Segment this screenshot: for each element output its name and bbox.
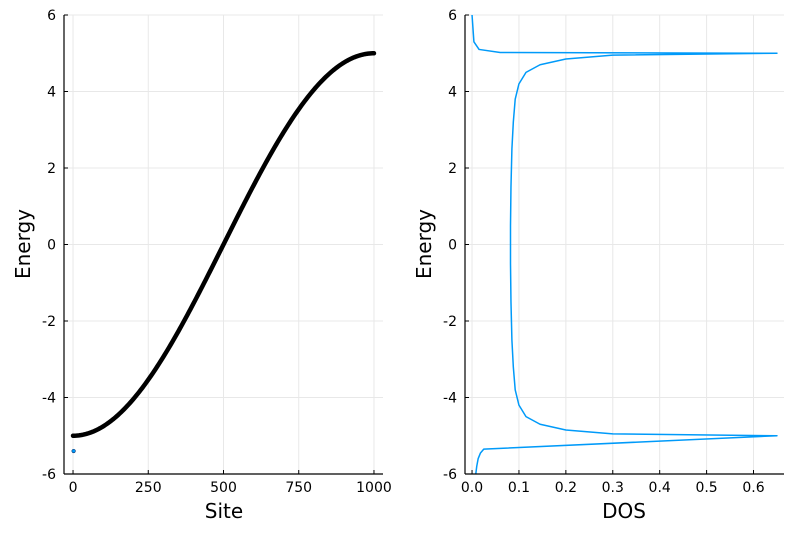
left-y-tick-label: -4	[42, 391, 56, 407]
right-y-tick-label: 4	[448, 85, 457, 101]
left-y-tick-label: -2	[42, 314, 56, 330]
left-y-tick-label: 2	[47, 161, 56, 177]
left-y-axis-label: Energy	[11, 209, 35, 279]
right-y-tick-label: 6	[448, 8, 457, 24]
right-x-tick-label: 0.5	[695, 480, 717, 496]
right-data-marks	[471, 14, 778, 475]
eigenvalue-curve	[70, 51, 377, 438]
left-ticks: 0 250 500 750 1000 -6 -4 -2 0 2 4 6	[42, 8, 392, 496]
left-y-tick-label: -6	[42, 467, 56, 483]
right-ticks: 0.0 0.1 0.2 0.3 0.4 0.5 0.6 -6 -4 -2 0 2 4 6	[443, 8, 765, 496]
right-x-tick-label: 0.6	[742, 480, 764, 496]
dos-line	[471, 14, 778, 475]
right-y-tick-label: -4	[443, 391, 457, 407]
energy-vs-site-plot: 0 250 500 750 1000 -6 -4 -2 0 2 4 6 Site Energy	[11, 8, 392, 523]
right-y-tick-label: 0	[448, 238, 457, 254]
left-x-tick-label: 500	[210, 480, 237, 496]
left-data-marks	[70, 51, 377, 454]
left-x-axis-label: Site	[205, 499, 243, 523]
right-x-tick-label: 0.4	[649, 480, 671, 496]
bound-state-point	[71, 448, 76, 454]
right-x-axis-label: DOS	[602, 499, 646, 523]
left-x-tick-label: 250	[135, 480, 162, 496]
left-y-tick-label: 4	[47, 85, 56, 101]
left-x-tick-label: 1000	[356, 480, 392, 496]
energy-vs-dos-plot: 0.0 0.1 0.2 0.3 0.4 0.5 0.6 -6 -4 -2 0 2 4 6 DOS Ener…	[412, 8, 784, 523]
left-y-tick-label: 0	[47, 238, 56, 254]
right-y-axis-label: Energy	[412, 209, 436, 279]
left-x-tick-label: 0	[69, 480, 78, 496]
right-x-tick-label: 0.0	[461, 480, 483, 496]
left-x-tick-label: 750	[285, 480, 312, 496]
right-x-tick-label: 0.3	[602, 480, 624, 496]
right-y-tick-label: 2	[448, 161, 457, 177]
right-x-tick-label: 0.2	[555, 480, 577, 496]
right-gridlines	[465, 14, 784, 475]
right-y-tick-label: -2	[443, 314, 457, 330]
right-y-tick-label: -6	[443, 467, 457, 483]
right-x-tick-label: 0.1	[508, 480, 530, 496]
left-y-tick-label: 6	[47, 8, 56, 24]
